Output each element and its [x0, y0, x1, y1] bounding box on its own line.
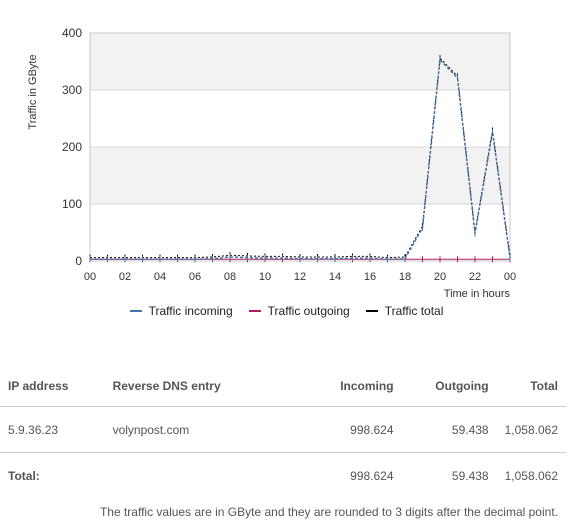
table-header-row: IP address Reverse DNS entry Incoming Ou…	[0, 366, 566, 407]
header-total: Total	[496, 366, 566, 407]
legend-item-incoming[interactable]: Traffic incoming	[129, 304, 233, 318]
x-tick-label: 02	[119, 271, 131, 283]
chart-svg: 0 100 200 300 400 00 02 04 06 08 10 12 14 16 18 20 22 00 T…	[27, 26, 516, 300]
footnote: The traffic values are in GByte and they…	[99, 505, 558, 519]
legend-label-outgoing: Traffic outgoing	[267, 304, 350, 318]
x-tick-label: 16	[364, 271, 376, 283]
x-tick-label: 00	[504, 271, 516, 283]
header-outgoing: Outgoing	[401, 366, 497, 407]
y-axis-label: Traffic in GByte	[27, 54, 39, 129]
x-tick-label: 14	[329, 271, 341, 283]
total-label: Total:	[8, 468, 40, 483]
legend-swatch-incoming	[129, 310, 142, 312]
plot-band	[90, 33, 510, 90]
y-tick-label: 300	[62, 83, 82, 97]
total-empty-cell	[105, 453, 288, 499]
total-total: 1,058.062	[504, 468, 558, 483]
legend-item-outgoing[interactable]: Traffic outgoing	[248, 304, 350, 318]
cell-total: 1,058.062	[496, 406, 566, 453]
header-reverse-dns: Reverse DNS entry	[104, 366, 288, 407]
x-tick-label: 12	[294, 271, 306, 283]
chart-legend: Traffic incoming Traffic outgoing Traffi…	[0, 300, 573, 322]
legend-item-total[interactable]: Traffic total	[365, 304, 444, 318]
cell-outgoing: 59.438	[401, 406, 497, 453]
legend-swatch-outgoing	[248, 310, 261, 312]
x-tick-label: 10	[259, 271, 271, 283]
x-tick-label: 04	[154, 271, 166, 283]
y-tick-label: 400	[62, 26, 82, 40]
table-row: 5.9.36.23 volynpost.com 998.624 59.438 1…	[0, 406, 566, 453]
y-tick-label: 100	[62, 197, 82, 211]
x-axis-label: Time in hours	[444, 288, 511, 300]
header-incoming: Incoming	[287, 366, 402, 407]
x-tick-label: 06	[189, 271, 201, 283]
legend-swatch-total	[365, 310, 378, 312]
header-ip-address: IP address	[0, 366, 105, 407]
plot-band	[90, 147, 510, 204]
y-tick-label: 0	[75, 254, 82, 268]
total-outgoing: 59.438	[451, 468, 489, 483]
legend-label-incoming: Traffic incoming	[148, 304, 233, 318]
table-total-row: Total: 998.624 59.438 1,058.062	[0, 453, 566, 499]
y-tick-label: 200	[62, 140, 82, 154]
x-tick-label: 00	[84, 271, 96, 283]
legend-label-total: Traffic total	[384, 304, 444, 318]
total-incoming: 998.624	[350, 468, 394, 483]
cell-incoming: 998.624	[287, 406, 402, 453]
x-tick-label: 08	[224, 271, 236, 283]
x-tick-label: 20	[434, 271, 446, 283]
cell-ip-address: 5.9.36.23	[0, 406, 105, 453]
x-tick-label: 18	[399, 271, 411, 283]
cell-reverse-dns: volynpost.com	[104, 406, 288, 453]
traffic-chart: 0 100 200 300 400 00 02 04 06 08 10 12 14 16 18 20 22 00 T…	[27, 26, 516, 300]
traffic-table: IP address Reverse DNS entry Incoming Ou…	[0, 366, 566, 498]
x-tick-label: 22	[469, 271, 481, 283]
